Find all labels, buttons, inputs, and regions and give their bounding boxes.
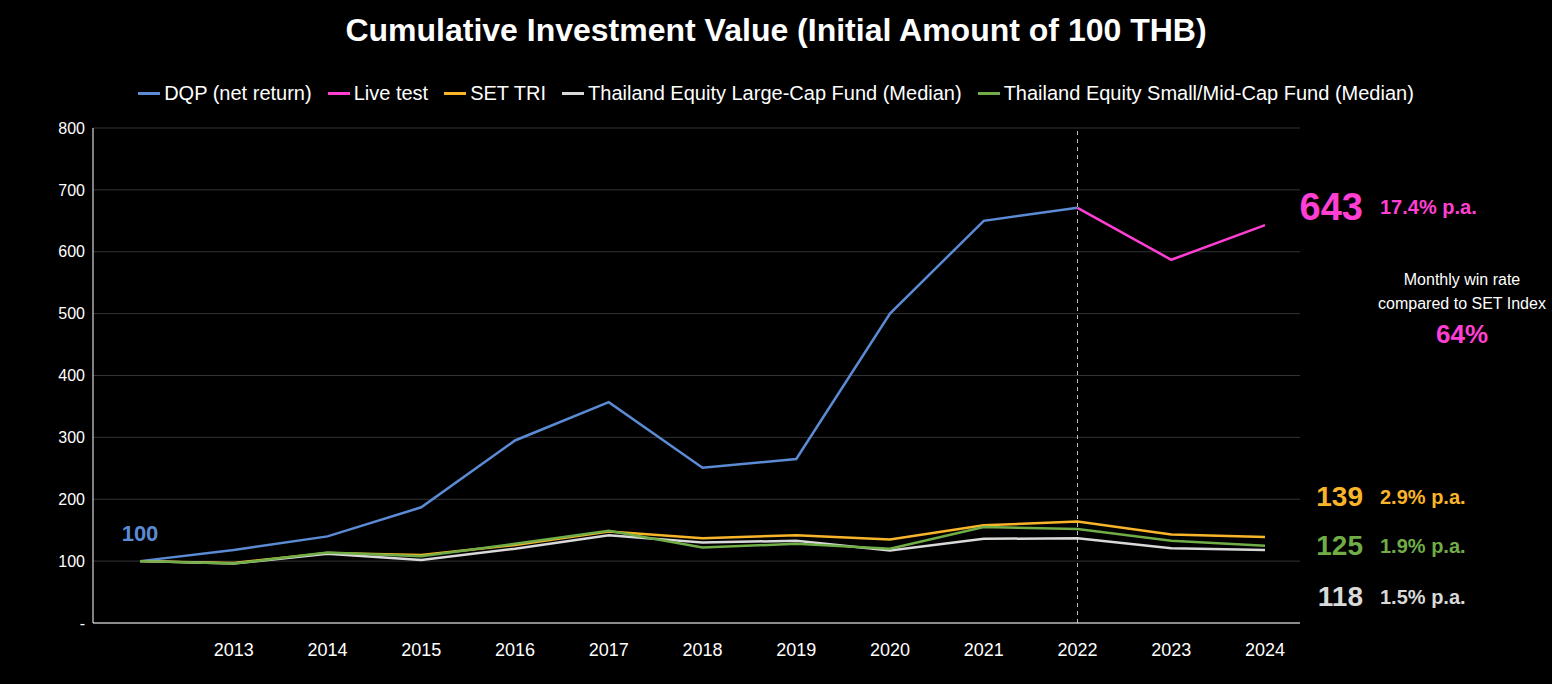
svg-text:200: 200 — [58, 491, 85, 508]
html-text:Thailand Equity Large-Cap Fund: Thailand Equity Large-Cap Fund (Median) — [588, 82, 962, 104]
svg-text:100: 100 — [58, 553, 85, 570]
svg-text:2024: 2024 — [1245, 640, 1285, 660]
svg-text:125: 125 — [1316, 530, 1363, 561]
svg-text:-: - — [80, 615, 85, 632]
svg-text:2016: 2016 — [495, 640, 535, 660]
html-text:Live test: Live test — [353, 82, 429, 104]
svg-text:2020: 2020 — [870, 640, 910, 660]
svg-text:2021: 2021 — [964, 640, 1004, 660]
svg-text:600: 600 — [58, 243, 85, 260]
html-text:SET TRI: SET TRI — [470, 82, 547, 104]
svg-text:800: 800 — [58, 120, 85, 137]
html-text:DQP (net return): DQP (net return) — [164, 82, 312, 104]
svg-text:2022: 2022 — [1057, 640, 1097, 660]
svg-text:118: 118 — [1318, 581, 1363, 612]
svg-text:139: 139 — [1316, 481, 1363, 512]
svg-text:2015: 2015 — [401, 640, 441, 660]
svg-text:2017: 2017 — [589, 640, 629, 660]
svg-text:17.4% p.a.: 17.4% p.a. — [1380, 196, 1477, 218]
svg-text:300: 300 — [58, 429, 85, 446]
svg-text:2014: 2014 — [307, 640, 347, 660]
svg-text:1.9% p.a.: 1.9% p.a. — [1380, 535, 1466, 557]
svg-text:2.9% p.a.: 2.9% p.a. — [1380, 486, 1466, 508]
svg-text:700: 700 — [58, 182, 85, 199]
html-text:64%: 64% — [1436, 319, 1488, 349]
svg-text:2023: 2023 — [1151, 640, 1191, 660]
svg-text:500: 500 — [58, 305, 85, 322]
svg-text:2013: 2013 — [214, 640, 254, 660]
html-text:Monthly win rate: Monthly win rate — [1403, 271, 1521, 288]
svg-text:2019: 2019 — [776, 640, 816, 660]
svg-text:400: 400 — [58, 367, 85, 384]
svg-text:643: 643 — [1300, 186, 1363, 228]
svg-text:100: 100 — [122, 521, 159, 546]
html-text:Cumulative Investment Value (I: Cumulative Investment Value (Initial Amo… — [345, 12, 1207, 48]
svg-text:2018: 2018 — [682, 640, 722, 660]
html-text:Thailand Equity Small/Mid-Cap: Thailand Equity Small/Mid-Cap Fund (Medi… — [1003, 82, 1414, 104]
html-text:compared to SET Index: compared to SET Index — [1378, 295, 1546, 312]
svg-text:1.5% p.a.: 1.5% p.a. — [1380, 586, 1466, 608]
